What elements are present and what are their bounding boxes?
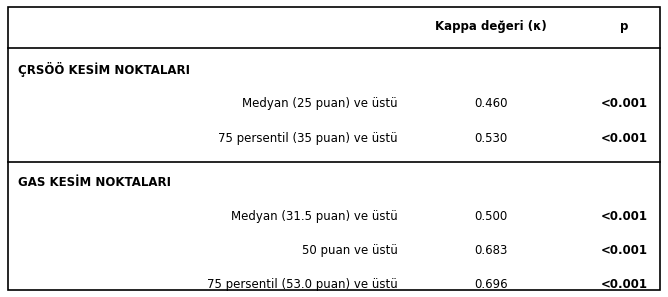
Text: 0.460: 0.460 <box>474 97 508 110</box>
Text: <0.001: <0.001 <box>601 97 648 110</box>
Text: Medyan (31.5 puan) ve üstü: Medyan (31.5 puan) ve üstü <box>230 210 397 223</box>
Text: 0.696: 0.696 <box>474 278 508 291</box>
Text: Medyan (25 puan) ve üstü: Medyan (25 puan) ve üstü <box>242 97 397 110</box>
Text: <0.001: <0.001 <box>601 244 648 257</box>
Text: 0.530: 0.530 <box>474 132 508 145</box>
Text: 0.683: 0.683 <box>474 244 508 257</box>
Text: p: p <box>621 20 629 33</box>
Text: 75 persentil (35 puan) ve üstü: 75 persentil (35 puan) ve üstü <box>218 132 397 145</box>
Text: GAS KESİM NOKTALARI: GAS KESİM NOKTALARI <box>18 176 171 189</box>
Text: 0.500: 0.500 <box>474 210 508 223</box>
Text: 75 persentil (53.0 puan) ve üstü: 75 persentil (53.0 puan) ve üstü <box>206 278 397 291</box>
Text: <0.001: <0.001 <box>601 132 648 145</box>
Text: Kappa değeri (κ): Kappa değeri (κ) <box>435 20 547 33</box>
Text: ÇRSÖÖ KESİM NOKTALARI: ÇRSÖÖ KESİM NOKTALARI <box>18 62 190 77</box>
Text: <0.001: <0.001 <box>601 278 648 291</box>
Text: <0.001: <0.001 <box>601 210 648 223</box>
Text: 50 puan ve üstü: 50 puan ve üstü <box>301 244 397 257</box>
